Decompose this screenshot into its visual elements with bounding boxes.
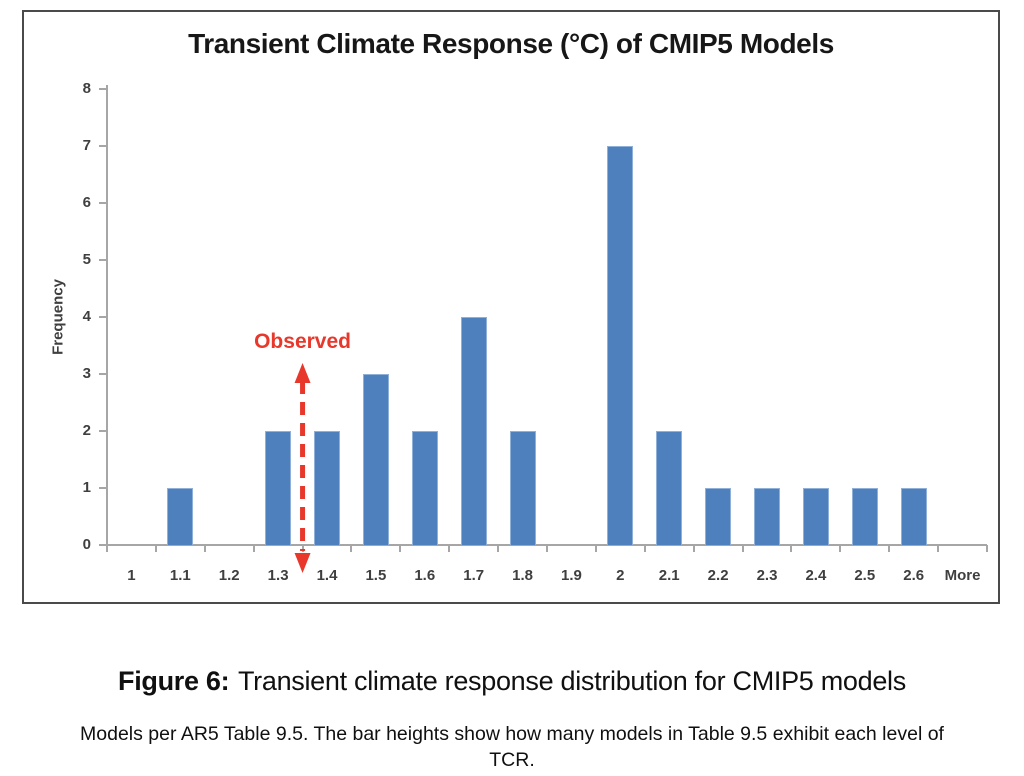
y-axis-tick-label: 2 (82, 422, 91, 439)
x-axis-label-1.8: 1.8 (512, 567, 533, 584)
x-axis-label-1.3: 1.3 (267, 567, 289, 584)
x-axis-label-2.2: 2.2 (707, 567, 729, 584)
bar-1.6 (411, 431, 438, 545)
x-axis-tick (937, 545, 940, 552)
figure-caption: Figure 6: Transient climate response dist… (0, 666, 1024, 697)
x-axis-label-1.9: 1.9 (561, 567, 582, 584)
y-axis-tick-label: 3 (82, 365, 91, 382)
bar-1.1 (167, 488, 194, 545)
y-axis-tick-label: 7 (82, 137, 91, 154)
x-axis-tick (301, 545, 304, 552)
y-axis-tick (99, 373, 107, 375)
x-axis-tick (643, 545, 646, 552)
bar-2 (607, 146, 634, 545)
x-axis-tick (106, 545, 108, 552)
y-axis-tick-label: 4 (82, 308, 91, 325)
observed-arrow-head-down (294, 553, 311, 573)
figure-caption-number: Figure 6: (118, 666, 230, 696)
y-axis-tick (99, 88, 107, 90)
x-axis-tick (986, 545, 988, 552)
x-axis-tick (252, 545, 255, 552)
bar-1.5 (362, 374, 389, 545)
bar-1.7 (460, 317, 487, 545)
y-axis-tick (99, 202, 107, 204)
x-axis-tick (594, 545, 597, 552)
bar-2.6 (900, 488, 927, 545)
x-axis-tick (497, 545, 500, 552)
bar-2.4 (802, 488, 829, 545)
x-axis-tick (790, 545, 793, 552)
y-axis-tick-label: 1 (82, 479, 91, 496)
y-axis-tick-label: 5 (82, 251, 91, 268)
bar-1.8 (509, 431, 536, 545)
x-axis-label-1.2: 1.2 (218, 567, 240, 584)
x-axis-label-1.5: 1.5 (365, 567, 387, 584)
x-axis-label-2.4: 2.4 (805, 567, 827, 584)
bar-2.1 (656, 431, 683, 545)
x-axis-tick (692, 545, 695, 552)
bar-1.3 (265, 431, 292, 545)
x-axis-label-1.6: 1.6 (414, 567, 436, 584)
chart-title: Transient Climate Response (°C) of CMIP5… (188, 28, 834, 59)
x-axis-label-2.3: 2.3 (756, 567, 778, 584)
x-axis-label-1: 1 (127, 567, 136, 584)
observed-annotation-label: Observed (254, 330, 351, 353)
y-axis-tick (99, 145, 107, 147)
y-axis-tick (99, 544, 107, 546)
x-axis-label-2: 2 (616, 567, 625, 584)
x-axis-tick (888, 545, 891, 552)
x-axis-label-1.1: 1.1 (169, 567, 191, 584)
bar-2.5 (851, 488, 878, 545)
x-axis-label-More: More (944, 567, 981, 584)
figure-caption-text: Transient climate response distribution … (237, 666, 906, 696)
x-axis-tick (203, 545, 206, 552)
x-axis-tick (741, 545, 744, 552)
x-axis-label-1.4: 1.4 (316, 567, 338, 584)
y-axis-tick (99, 487, 107, 489)
y-axis-tick (99, 316, 107, 318)
x-axis-label-1.7: 1.7 (463, 567, 485, 584)
figure-subcaption: Models per AR5 Table 9.5. The bar height… (80, 723, 944, 771)
x-axis-tick (154, 545, 157, 552)
chart: Transient Climate Response (°C) of CMIP5… (22, 10, 1000, 604)
x-axis-label-2.1: 2.1 (658, 567, 680, 584)
bar-1.4 (314, 431, 340, 545)
x-axis-tick (839, 545, 842, 552)
y-axis-tick-label: 8 (82, 80, 91, 97)
y-axis-tick-label: 6 (82, 194, 91, 211)
y-axis-tick (99, 430, 107, 432)
bar-2.2 (705, 488, 732, 545)
x-axis-tick (448, 545, 451, 552)
x-axis-label-2.6: 2.6 (903, 567, 925, 584)
x-axis-tick (399, 545, 402, 552)
y-axis-tick (99, 259, 107, 261)
bar-2.3 (754, 488, 780, 545)
x-axis-tick (546, 545, 548, 552)
x-axis-label-2.5: 2.5 (854, 567, 876, 584)
x-axis-tick (350, 545, 353, 552)
y-axis-line (106, 85, 108, 546)
plot-area: 0 1 2 3 4 5 6 7 8 1 1.1 1.2 1.3 1.4 1.5 1.6 1.7 1.8 1.9 2 2.… (83, 80, 988, 584)
y-axis-tick-label: 0 (82, 536, 91, 553)
